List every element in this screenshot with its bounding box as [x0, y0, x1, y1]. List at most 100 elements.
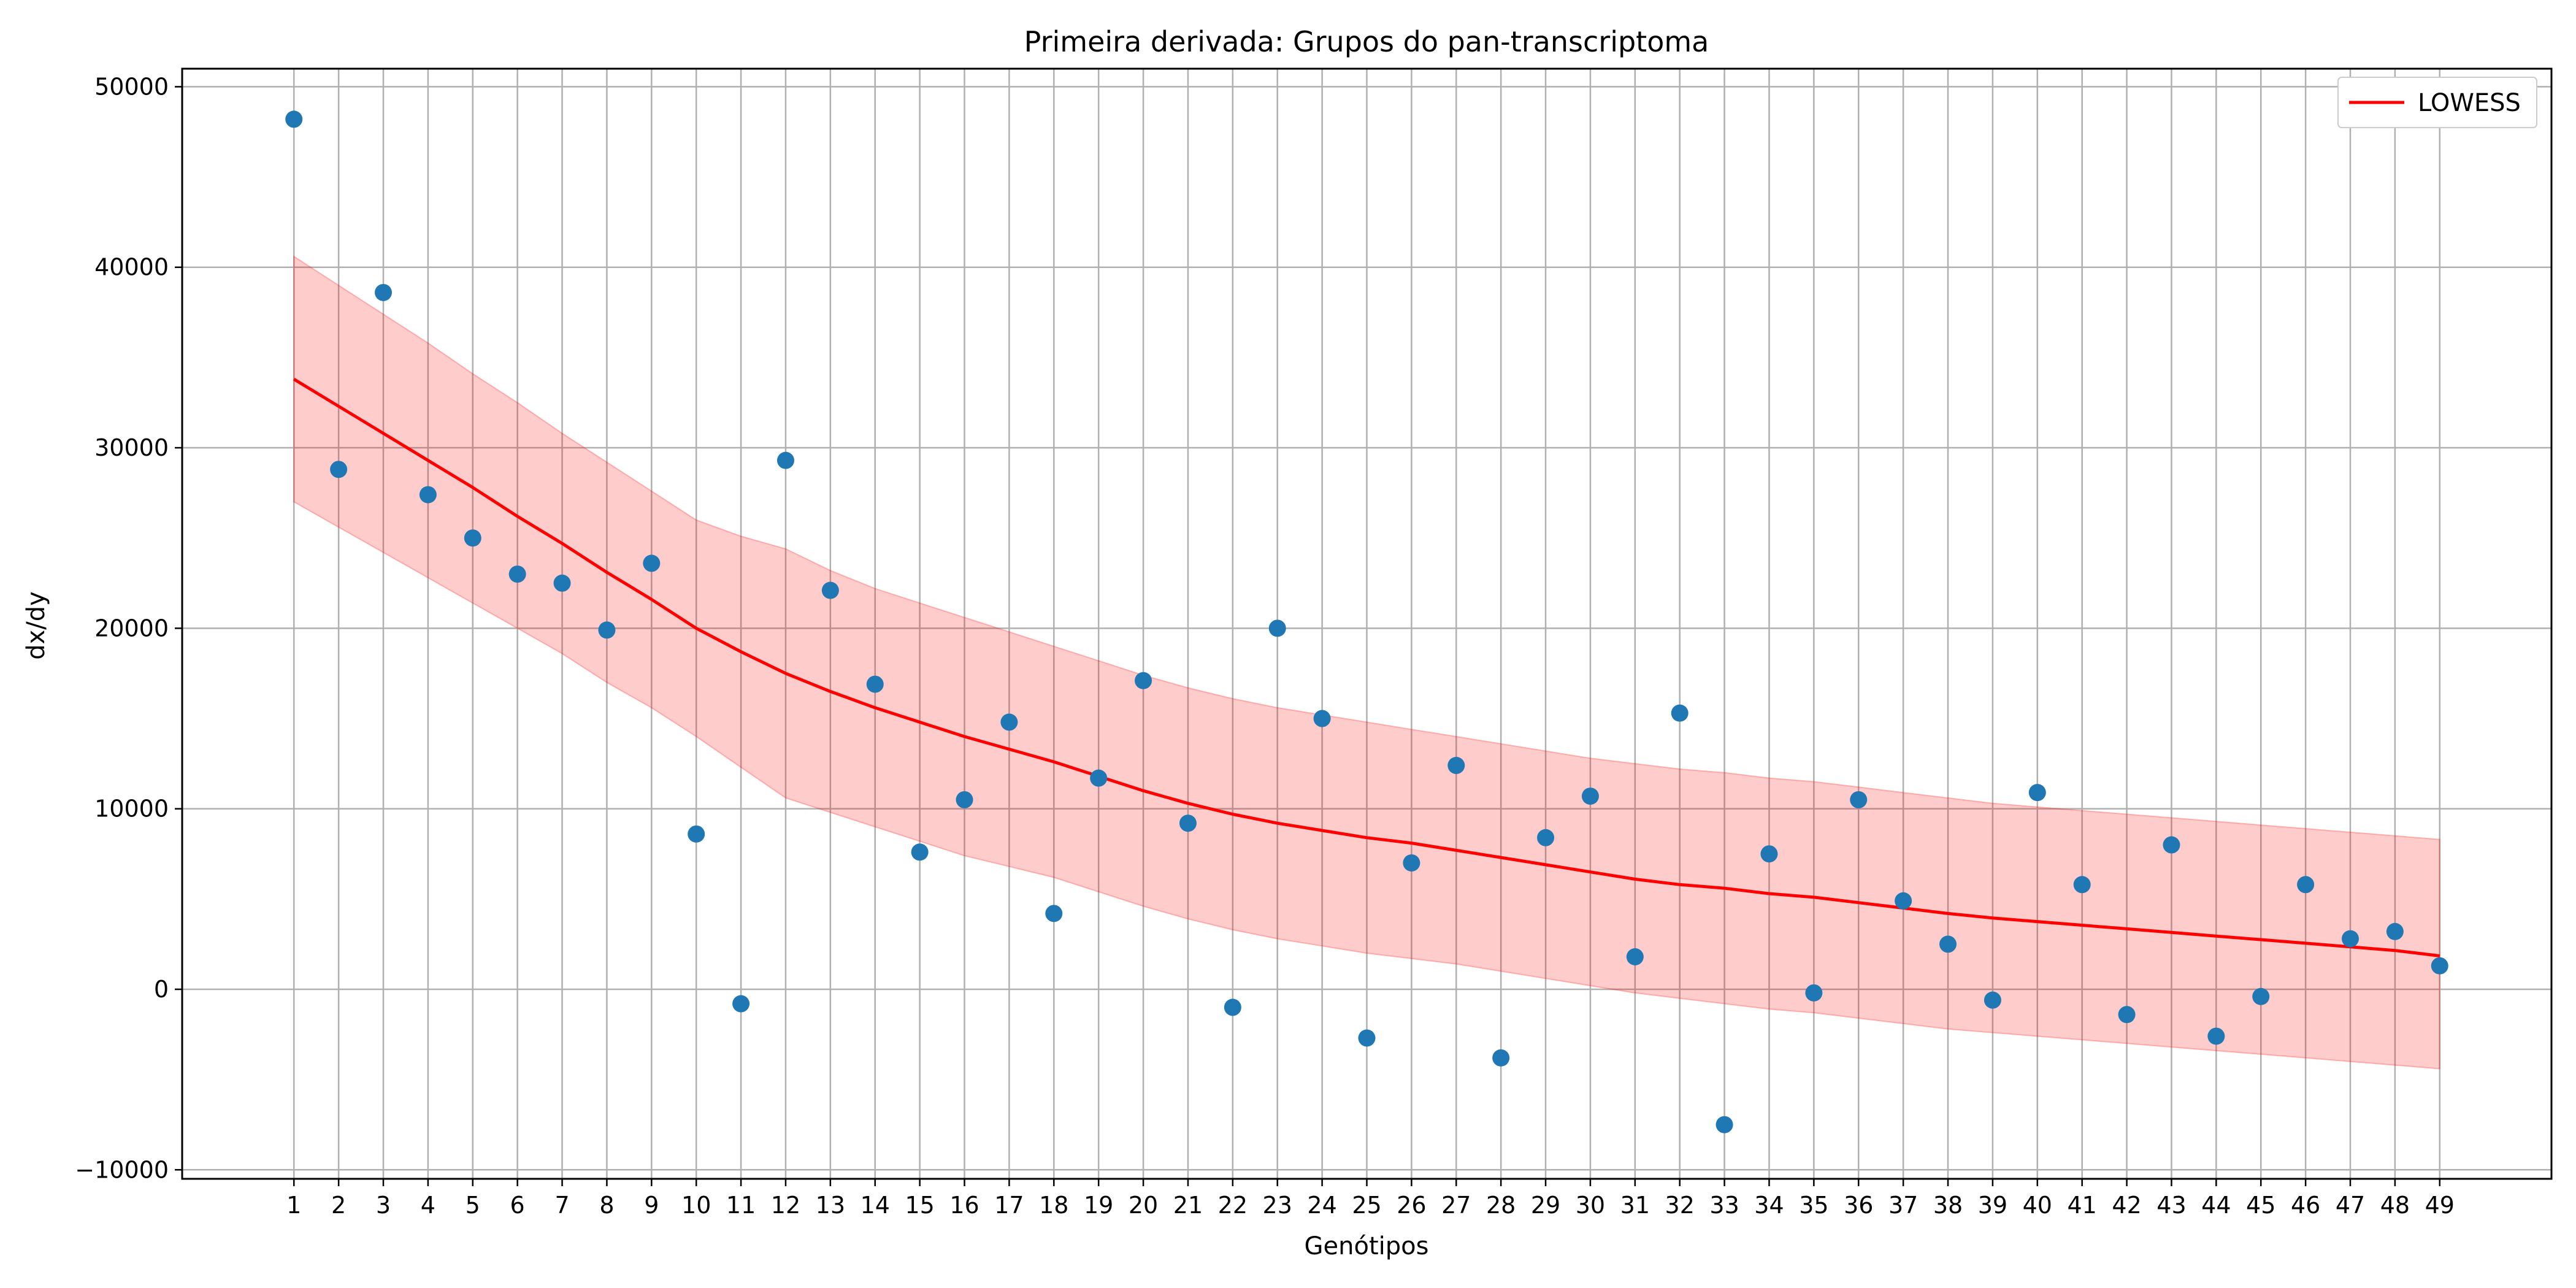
y-axis-title: dx/dy — [22, 591, 50, 660]
data-points-layer — [285, 110, 2448, 1133]
data-point — [1358, 1029, 1376, 1047]
data-point — [1984, 991, 2001, 1009]
x-tick-label: 16 — [949, 1192, 979, 1219]
x-tick-label: 47 — [2336, 1192, 2365, 1219]
data-point — [2342, 930, 2359, 948]
x-tick-label: 32 — [1665, 1192, 1695, 1219]
x-tick-label: 48 — [2380, 1192, 2410, 1219]
data-point — [643, 554, 661, 572]
x-tick-label: 40 — [2023, 1192, 2052, 1219]
confidence-band-layer — [293, 255, 2440, 1070]
x-tick-label: 46 — [2291, 1192, 2320, 1219]
y-tick-label: 40000 — [94, 254, 169, 281]
x-tick-label: 22 — [1218, 1192, 1248, 1219]
data-point — [1581, 788, 1599, 805]
data-point — [419, 486, 437, 504]
x-tick-label: 8 — [599, 1192, 614, 1219]
y-axis-ticks: −10000 0 10000 20000 30000 40000 50000 — [75, 73, 182, 1183]
data-point — [1313, 710, 1331, 727]
y-tick-label: 50000 — [94, 73, 169, 100]
x-tick-label: 38 — [1933, 1192, 1963, 1219]
data-point — [688, 825, 705, 843]
x-tick-label: 19 — [1084, 1192, 1113, 1219]
x-tick-label: 44 — [2201, 1192, 2231, 1219]
x-tick-label: 30 — [1576, 1192, 1605, 1219]
data-point — [553, 574, 571, 592]
y-tick-label: −10000 — [75, 1156, 169, 1183]
data-point — [2207, 1027, 2225, 1045]
x-tick-label: 26 — [1397, 1192, 1426, 1219]
data-point — [1447, 757, 1465, 775]
grid-lines — [182, 69, 2551, 1179]
x-tick-label: 20 — [1129, 1192, 1158, 1219]
x-tick-label: 4 — [421, 1192, 435, 1219]
legend: LOWESS — [2337, 77, 2537, 128]
data-point — [2386, 922, 2404, 940]
x-tick-label: 25 — [1352, 1192, 1381, 1219]
data-point — [2163, 836, 2180, 854]
x-tick-label: 10 — [681, 1192, 711, 1219]
y-tick-label: 20000 — [94, 615, 169, 642]
x-tick-label: 1 — [286, 1192, 301, 1219]
data-point — [732, 995, 750, 1013]
data-point — [1492, 1049, 1510, 1067]
data-point — [2073, 876, 2091, 894]
data-point — [1939, 935, 1957, 953]
x-tick-label: 36 — [1844, 1192, 1873, 1219]
data-point — [330, 461, 348, 478]
x-tick-label: 41 — [2068, 1192, 2097, 1219]
x-tick-label: 27 — [1441, 1192, 1471, 1219]
x-tick-label: 35 — [1799, 1192, 1828, 1219]
data-point — [464, 529, 481, 547]
x-tick-label: 37 — [1888, 1192, 1918, 1219]
x-tick-label: 18 — [1039, 1192, 1068, 1219]
legend-box — [2337, 77, 2537, 128]
x-tick-label: 42 — [2112, 1192, 2141, 1219]
data-point — [2297, 876, 2315, 894]
chart-title: Primeira derivada: Grupos do pan-transcr… — [1024, 25, 1709, 58]
x-tick-label: 14 — [861, 1192, 890, 1219]
confidence-band — [293, 255, 2440, 1070]
data-point — [1895, 892, 1912, 910]
x-tick-label: 43 — [2156, 1192, 2186, 1219]
data-point — [1268, 619, 1286, 637]
x-tick-label: 29 — [1531, 1192, 1560, 1219]
data-point — [2028, 784, 2046, 802]
data-point — [866, 675, 884, 693]
data-point — [1850, 791, 1868, 808]
data-point — [374, 283, 392, 301]
data-point — [1760, 845, 1778, 863]
data-point — [598, 621, 616, 639]
x-tick-label: 45 — [2246, 1192, 2275, 1219]
data-point — [1000, 713, 1018, 731]
y-tick-label: 10000 — [94, 795, 169, 822]
lowess-line-layer — [293, 378, 2440, 957]
data-point — [2431, 957, 2448, 975]
data-point — [1224, 999, 1241, 1016]
data-point — [2252, 987, 2270, 1005]
data-point — [956, 791, 973, 808]
x-tick-label: 9 — [644, 1192, 659, 1219]
x-axis-ticks: 1 2 3 4 5 6 7 8 9 10 11 12 13 14 15 16 17 18 19 20 21 22 23 24 2… — [286, 1179, 2455, 1219]
lowess-line — [293, 378, 2440, 957]
x-tick-label: 6 — [510, 1192, 525, 1219]
x-tick-label: 49 — [2425, 1192, 2455, 1219]
data-point — [285, 110, 303, 128]
data-point — [1135, 672, 1152, 689]
data-point — [1403, 854, 1420, 872]
data-point — [911, 843, 929, 861]
y-tick-label: 0 — [154, 976, 169, 1003]
data-point — [1045, 905, 1063, 922]
legend-label-lowess: LOWESS — [2418, 89, 2521, 117]
data-point — [508, 565, 526, 583]
x-tick-label: 17 — [994, 1192, 1024, 1219]
data-point — [1626, 948, 1644, 965]
data-point — [1715, 1116, 1733, 1133]
data-point — [1805, 984, 1823, 1002]
x-tick-label: 31 — [1620, 1192, 1650, 1219]
x-tick-label: 28 — [1486, 1192, 1516, 1219]
x-tick-label: 15 — [905, 1192, 934, 1219]
data-point — [2118, 1006, 2136, 1024]
